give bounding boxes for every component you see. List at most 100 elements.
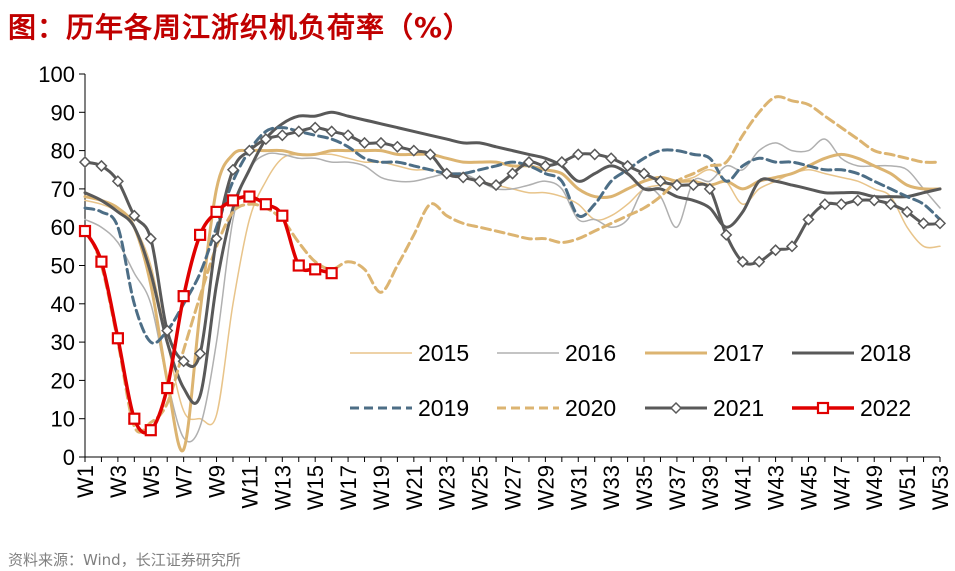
x-tick-label: W11 xyxy=(237,465,262,509)
y-tick-label: 0 xyxy=(63,445,75,470)
series-2015 xyxy=(84,153,941,426)
data-point-2022 xyxy=(193,228,207,241)
y-tick-label: 80 xyxy=(51,139,75,164)
data-point-2021 xyxy=(588,148,601,161)
series-2018 xyxy=(83,110,942,405)
y-tick-label: 100 xyxy=(38,62,75,87)
data-point-2021 xyxy=(802,213,815,226)
data-point-2021 xyxy=(637,167,651,180)
data-point-2021 xyxy=(818,198,831,211)
x-tick-label: W23 xyxy=(435,465,460,510)
x-tick-label: W5 xyxy=(139,465,164,498)
legend-label-2020: 2020 xyxy=(565,395,616,421)
data-point-2021 xyxy=(161,324,174,337)
x-tick-label: W49 xyxy=(862,465,887,510)
legend-item-2019: 2019 xyxy=(350,395,469,421)
data-point-2021 xyxy=(917,217,930,230)
y-tick-label: 40 xyxy=(51,292,75,317)
x-tick-label: W47 xyxy=(829,465,854,510)
series-line-2015 xyxy=(84,153,941,426)
source-note: 资料来源：Wind，长江证券研究所 xyxy=(8,551,241,569)
data-point-2022 xyxy=(128,412,141,425)
x-tick-label: W19 xyxy=(369,465,394,510)
series-line-2020 xyxy=(83,95,942,434)
data-point-2021 xyxy=(687,179,700,192)
legend-label-2016: 2016 xyxy=(565,340,616,366)
data-point-2021 xyxy=(605,152,618,165)
data-point-2022 xyxy=(325,267,338,280)
data-point-2021 xyxy=(210,232,223,245)
data-point-2021 xyxy=(325,125,338,138)
data-point-2021 xyxy=(868,194,881,207)
x-tick-label: W33 xyxy=(599,465,624,510)
legend-item-2015: 2015 xyxy=(350,340,469,366)
series-line-2021 xyxy=(83,126,942,368)
data-point-2021 xyxy=(424,148,437,161)
data-point-2021 xyxy=(342,129,355,142)
x-tick-label: W13 xyxy=(270,465,295,510)
data-point-2021 xyxy=(539,159,552,172)
x-tick-label: W25 xyxy=(468,465,493,510)
data-point-2022 xyxy=(243,190,256,203)
data-point-2021 xyxy=(654,175,667,188)
data-point-2021 xyxy=(457,171,470,184)
series-line-2018 xyxy=(83,110,942,405)
data-point-2021 xyxy=(95,159,108,172)
x-tick-label: W43 xyxy=(764,465,789,510)
data-point-2021 xyxy=(572,148,585,161)
legend-item-2020: 2020 xyxy=(497,395,616,421)
data-point-2021 xyxy=(506,167,519,180)
x-tick-label: W7 xyxy=(172,465,197,498)
data-point-2021 xyxy=(78,156,92,169)
legend-label-2018: 2018 xyxy=(860,340,911,366)
data-point-2021 xyxy=(374,136,388,150)
x-tick-label: W9 xyxy=(205,465,230,498)
series-2019 xyxy=(83,126,942,345)
data-point-2021 xyxy=(769,244,782,257)
data-point-2021 xyxy=(703,182,716,195)
data-point-2021 xyxy=(489,179,503,192)
series-line-2022 xyxy=(83,194,334,435)
legend-label-2021: 2021 xyxy=(713,395,764,421)
data-point-2021 xyxy=(736,255,749,268)
data-point-2021 xyxy=(309,121,322,134)
legend-item-2022: 2022 xyxy=(792,395,911,421)
data-point-2021 xyxy=(785,240,799,253)
legend: 2015 2016 2017 2018 2019 2020 2021 2022 xyxy=(350,340,911,421)
x-tick-label: W35 xyxy=(632,465,657,510)
data-point-2021 xyxy=(194,347,207,360)
x-tick-label: W45 xyxy=(796,465,821,510)
data-point-2022 xyxy=(78,224,92,238)
data-point-2021 xyxy=(128,209,141,222)
data-point-2021 xyxy=(555,156,568,169)
data-point-2022 xyxy=(210,205,223,218)
axis-layer: 0 10 20 30 40 50 60 70 80 90 100 W1 W3 W5 W7 W9 W11 W13 W1… xyxy=(38,62,953,510)
series-line-2016 xyxy=(84,138,941,443)
data-point-2021 xyxy=(670,179,683,192)
data-point-2021 xyxy=(522,156,536,169)
data-point-2022 xyxy=(161,381,174,395)
data-point-2021 xyxy=(901,205,914,218)
series-layer xyxy=(78,95,947,453)
data-point-2022 xyxy=(177,290,190,303)
x-tick-label: W21 xyxy=(402,465,427,510)
y-tick-label: 20 xyxy=(51,368,75,393)
series-2020 xyxy=(83,95,942,434)
y-tick-label: 60 xyxy=(51,215,75,240)
legend-item-2021: 2021 xyxy=(645,395,764,421)
data-point-2022 xyxy=(144,424,157,437)
series-2021 xyxy=(78,121,947,368)
data-point-2021 xyxy=(391,140,404,153)
data-point-2021 xyxy=(621,159,634,172)
data-point-2022 xyxy=(259,198,272,211)
x-tick-label: W3 xyxy=(106,465,131,498)
x-tick-label: W1 xyxy=(73,465,98,498)
data-point-2021 xyxy=(753,255,766,268)
data-point-2022 xyxy=(226,194,240,207)
x-tick-label: W51 xyxy=(895,465,920,510)
data-point-2021 xyxy=(111,175,124,188)
series-2022 xyxy=(78,190,338,437)
legend-label-2017: 2017 xyxy=(713,340,764,366)
legend-item-2016: 2016 xyxy=(497,340,616,366)
